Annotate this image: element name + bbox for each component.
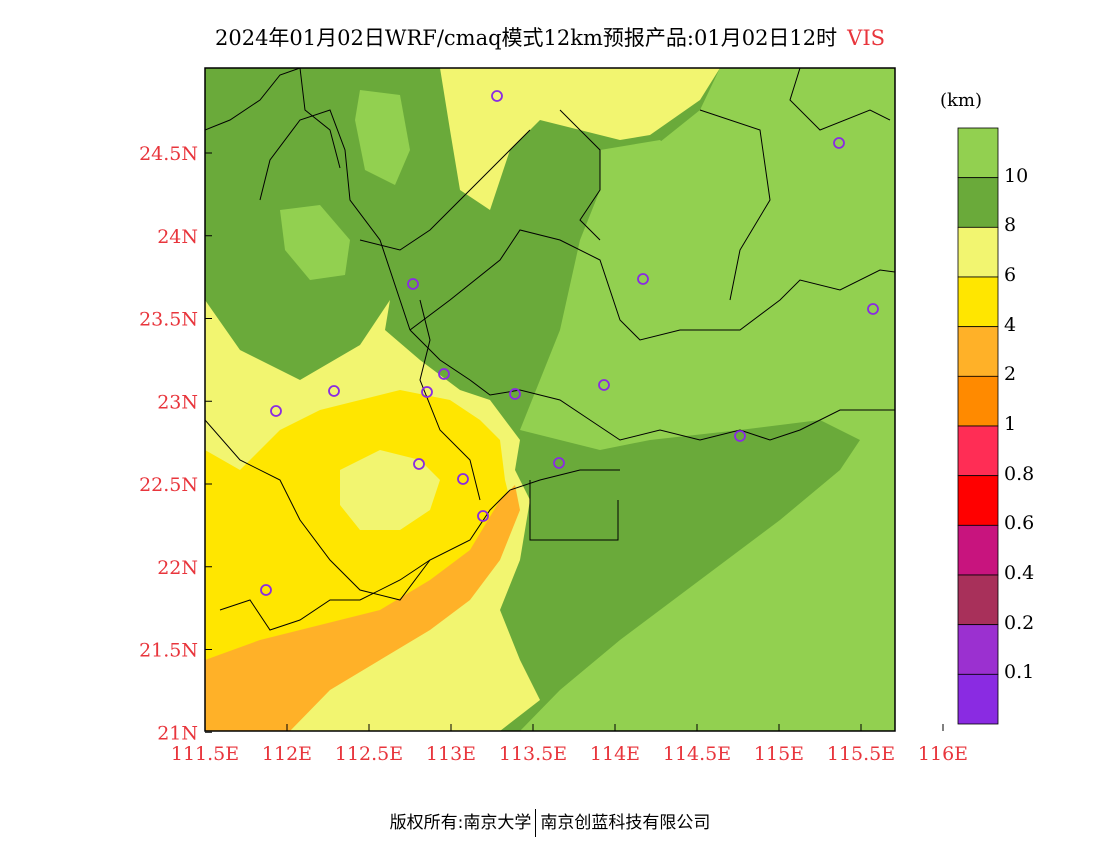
station-marker — [328, 385, 340, 397]
legend-label: 0.4 — [1004, 562, 1035, 584]
vis-region-10-north — [600, 140, 700, 310]
x-tick-label: 113E — [426, 743, 476, 765]
x-tick-label: 115E — [754, 743, 804, 765]
legend-label: 6 — [1004, 264, 1017, 286]
station-marker — [637, 273, 649, 285]
page-title: 2024年01月02日WRF/cmaq模式12km预报产品:01月02日12时 V… — [0, 22, 1100, 52]
x-tick-label: 114.5E — [663, 743, 731, 765]
station-marker — [260, 584, 272, 596]
vis-region-10-west — [280, 205, 350, 280]
station-marker — [553, 457, 565, 469]
legend-label: 0.8 — [1004, 462, 1035, 485]
vis-region-6-8km-north — [440, 68, 720, 210]
station-marker — [477, 510, 489, 522]
legend-color-box — [957, 574, 999, 626]
vis-region-2-4km — [205, 485, 520, 731]
y-tick-label: 24N — [157, 226, 198, 248]
legend-color-box — [957, 624, 999, 675]
x-tick-label: 111.5E — [171, 743, 239, 765]
station-marker — [833, 137, 845, 149]
x-tick-label: 112.5E — [335, 743, 403, 765]
legend-color-box — [957, 375, 999, 427]
legend-label: 0.2 — [1004, 611, 1035, 634]
station-marker — [457, 473, 469, 485]
footer-copyright: 版权所有:南京大学 — [389, 813, 532, 833]
legend-color-box — [957, 127, 999, 179]
station-marker — [407, 278, 419, 290]
footer-company: 南京创蓝科技有限公司 — [540, 813, 711, 833]
vis-region-6-8km-inner — [340, 450, 440, 530]
legend-color-box — [957, 326, 999, 377]
y-tick-label: 24.5N — [139, 143, 198, 165]
y-tick-label: 21N — [157, 722, 198, 744]
legend-label: 10 — [1004, 164, 1029, 187]
legend-color-box — [957, 475, 999, 526]
station-marker — [413, 458, 425, 470]
x-tick-label: 112E — [262, 743, 312, 765]
title-main: 2024年01月02日WRF/cmaq模式12km预报产品:01月02日12时 — [214, 26, 838, 50]
legend-label: 8 — [1004, 214, 1017, 237]
station-marker — [270, 405, 282, 417]
y-tick-label: 23.5N — [139, 309, 198, 331]
title-variable: VIS — [847, 26, 886, 50]
visibility-field — [205, 68, 895, 731]
legend-color-box — [957, 425, 999, 477]
station-marker — [421, 386, 433, 398]
legend-label: 0.1 — [1004, 661, 1035, 684]
legend-color-box — [957, 673, 999, 725]
y-tick-label: 22N — [157, 557, 198, 579]
y-tick-label: 22.5N — [139, 474, 198, 496]
legend-label: 4 — [1004, 313, 1017, 336]
legend-colorbar — [957, 127, 999, 725]
legend-label: 1 — [1004, 413, 1017, 435]
station-marker — [438, 368, 450, 380]
station-marker — [598, 379, 610, 391]
station-marker — [867, 303, 879, 315]
legend-color-box — [957, 226, 999, 278]
legend-color-box — [957, 177, 999, 228]
vis-region-4-6km — [205, 390, 515, 700]
admin-boundaries — [205, 68, 895, 631]
station-marker — [509, 388, 521, 400]
x-tick-label: 115.5E — [827, 743, 895, 765]
y-axis: 24.5N 24N 23.5N 23N 22.5N 22N 21.5N 21N — [139, 143, 212, 744]
legend-color-box — [957, 276, 999, 328]
y-tick-label: 23N — [157, 391, 198, 413]
x-tick-label: 113.5E — [499, 743, 567, 765]
footer-separator — [535, 809, 537, 837]
footer: 版权所有:南京大学 南京创蓝科技有限公司 — [0, 808, 1100, 837]
x-tick-label: 114E — [590, 743, 640, 765]
y-tick-label: 21.5N — [139, 640, 198, 662]
station-marker — [491, 90, 503, 102]
legend-label: 2 — [1004, 363, 1017, 386]
legend-label: 0.6 — [1004, 512, 1035, 535]
vis-region-10-nw — [355, 90, 410, 185]
x-axis: 111.5E 112E 112.5E 113E 113.5E 114E 114.5E 115E… — [171, 724, 968, 765]
monitoring-stations — [260, 90, 879, 596]
legend-color-box — [957, 524, 999, 576]
station-marker — [734, 430, 746, 442]
legend-unit: (km) — [940, 90, 983, 111]
x-tick-label: 116E — [918, 743, 968, 765]
plot-frame — [204, 67, 896, 732]
